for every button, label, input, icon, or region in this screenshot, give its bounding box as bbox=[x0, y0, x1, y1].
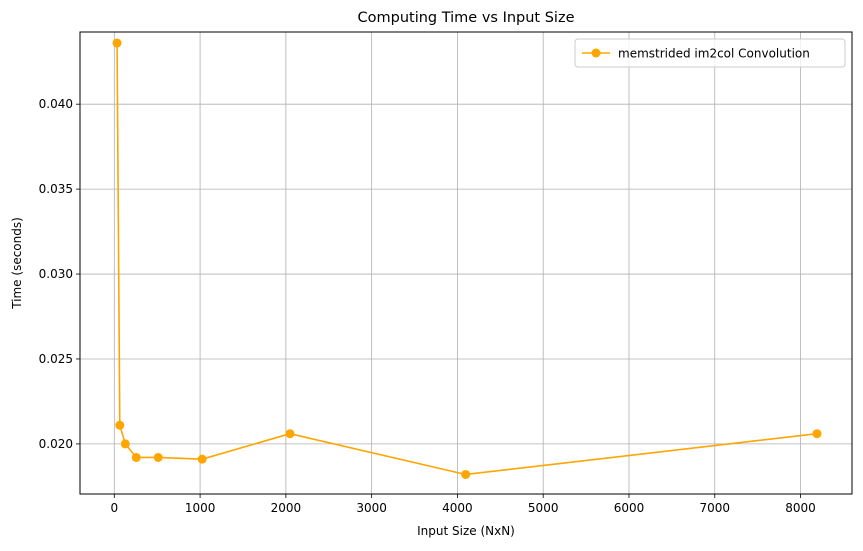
y-tick-label: 0.020 bbox=[39, 437, 73, 451]
data-point bbox=[153, 452, 163, 462]
x-tick-label: 0 bbox=[110, 501, 118, 515]
x-tick-label: 8000 bbox=[785, 501, 816, 515]
data-point bbox=[285, 429, 295, 439]
x-tick-label: 6000 bbox=[614, 501, 645, 515]
x-tick-label: 7000 bbox=[699, 501, 730, 515]
plot-frame bbox=[79, 31, 853, 495]
series-layer bbox=[112, 38, 822, 479]
legend-box bbox=[574, 38, 846, 68]
x-tick-label: 1000 bbox=[185, 501, 216, 515]
legend: memstrided im2col Convolution bbox=[574, 38, 846, 68]
data-point bbox=[131, 452, 141, 462]
x-axis-ticks: 0 1000 2000 3000 4000 5000 6000 7000 8000 bbox=[110, 494, 816, 515]
data-point bbox=[112, 38, 122, 48]
chart-title: Computing Time vs Input Size bbox=[358, 10, 575, 26]
x-tick-label: 3000 bbox=[356, 501, 387, 515]
data-point bbox=[115, 420, 125, 430]
y-tick-label: 0.025 bbox=[39, 352, 73, 366]
data-point bbox=[120, 439, 130, 449]
x-axis-label: Input Size (NxN) bbox=[417, 524, 515, 538]
y-tick-label: 0.035 bbox=[39, 182, 73, 196]
legend-label: memstrided im2col Convolution bbox=[618, 47, 810, 61]
legend-marker-icon bbox=[591, 48, 601, 58]
data-point bbox=[461, 469, 471, 479]
x-tick-label: 5000 bbox=[528, 501, 559, 515]
x-tick-label: 2000 bbox=[271, 501, 302, 515]
y-axis-ticks: 0.020 0.025 0.030 0.035 0.040 bbox=[39, 97, 80, 451]
data-point bbox=[812, 429, 822, 439]
data-point bbox=[197, 454, 207, 464]
y-axis-label: Time (seconds) bbox=[10, 217, 24, 310]
y-tick-label: 0.030 bbox=[39, 267, 73, 281]
y-tick-label: 0.040 bbox=[39, 97, 73, 111]
x-tick-label: 4000 bbox=[442, 501, 473, 515]
